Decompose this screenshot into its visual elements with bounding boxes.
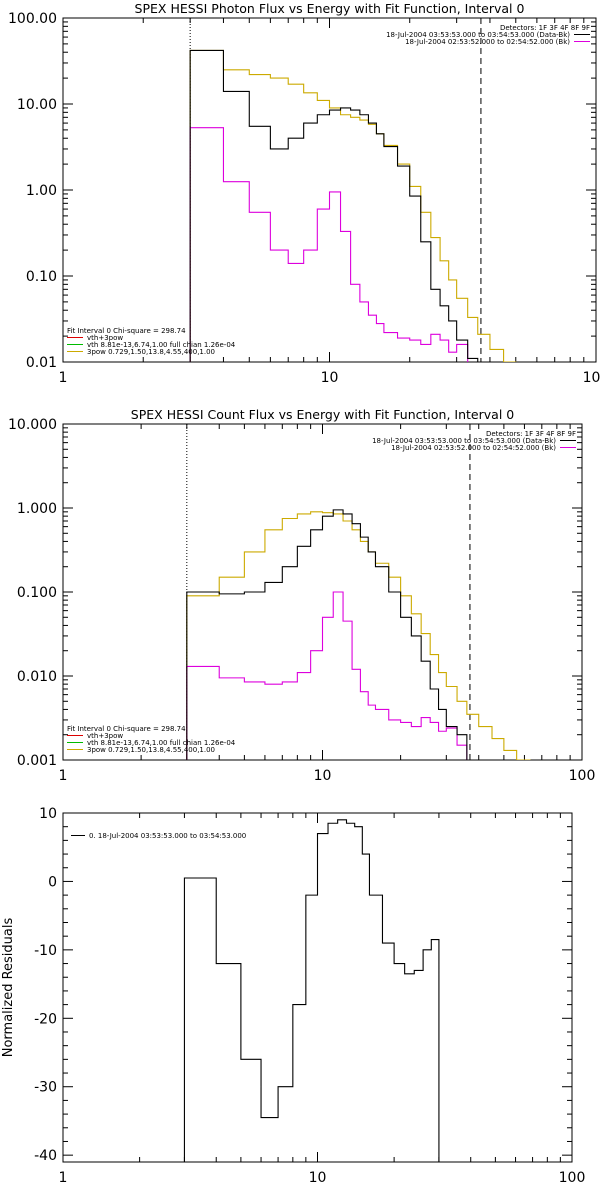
y-tick-label: 1.000 <box>17 501 57 517</box>
chart-1: SPEX HESSI Photon Flux vs Energy with Fi… <box>8 1 600 386</box>
plot-area <box>186 509 531 760</box>
y-tick-label: 0 <box>48 874 57 890</box>
x-tick-label: 1 <box>59 370 68 386</box>
y-tick-label: -20 <box>34 1011 57 1027</box>
legend-entry: 18-Jul-2004 03:53:53.000 to 03:54:53.000… <box>372 437 556 445</box>
legend-entry: vth 8.81e-13,6.74,1.00 full chian 1.26e-… <box>87 739 236 747</box>
y-tick-label: 10.000 <box>8 417 57 433</box>
legend-entry: vth+3pow <box>87 732 123 740</box>
legend-entry: 18-Jul-2004 03:53:53.000 to 03:54:53.000… <box>386 31 570 39</box>
legend-entry: Detectors: 1F 3F 4F 8F 9F <box>500 24 590 32</box>
plot-area <box>189 49 517 362</box>
y-tick-label: 10 <box>39 806 57 822</box>
x-tick-label: 10 <box>309 1170 327 1186</box>
legend-entry: vth+3pow <box>87 334 123 342</box>
y-tick-label: -10 <box>34 943 57 959</box>
y-tick-label: 0.100 <box>17 585 57 601</box>
x-tick-label: 100 <box>583 370 600 386</box>
x-tick-label: 1 <box>59 1170 68 1186</box>
x-tick-label: 100 <box>559 1170 586 1186</box>
y-tick-label: -40 <box>34 1148 57 1164</box>
chart-3: 1 10 100 -40 -30 -20 -10 0 10 Normalized Residual… <box>1 806 585 1186</box>
legend-entry: Detectors: 1F 3F 4F 8F 9F <box>486 430 576 438</box>
series-background-line <box>189 127 469 362</box>
legend-entry: Fit Interval 0 Chi-square = 298.74 <box>67 725 186 733</box>
plot-frame <box>62 17 597 363</box>
series-data-line <box>186 509 468 760</box>
y-tick-label: 10.00 <box>17 97 57 113</box>
plot-frame <box>62 423 583 761</box>
chart-2: SPEX HESSI Count Flux vs Energy with Fit… <box>8 407 595 784</box>
series-fit-line <box>189 49 517 362</box>
chart-title: SPEX HESSI Count Flux vs Energy with Fit… <box>131 407 514 422</box>
chart-title: SPEX HESSI Photon Flux vs Energy with Fi… <box>135 1 525 16</box>
y-axis-label: Normalized Residuals <box>1 918 16 1058</box>
y-tick-label: 1.00 <box>26 183 57 199</box>
x-tick-label: 100 <box>569 768 596 784</box>
plot-area <box>183 819 440 1162</box>
y-tick-label: 100.00 <box>8 11 57 27</box>
legend-entry: 3pow 0.729,1.50,13.8,4.55,400,1.00 <box>87 348 215 356</box>
series-data-line <box>189 49 479 362</box>
y-tick-label: 0.01 <box>26 355 57 371</box>
y-tick-label: 0.001 <box>17 753 57 769</box>
x-tick-label: 10 <box>314 768 332 784</box>
legend-entry: Fit Interval 0 Chi-square = 298.74 <box>67 327 186 335</box>
y-tick-label: 0.10 <box>26 269 57 285</box>
x-tick-label: 10 <box>321 370 339 386</box>
y-tick-label: -30 <box>34 1080 57 1096</box>
series-fit-line <box>186 511 531 760</box>
legend-entry: 0. 18-Jul-2004 03:53:53.000 to 03:54:53.… <box>89 832 246 840</box>
y-tick-label: 0.010 <box>17 669 57 685</box>
legend-entry: 3pow 0.729,1.50,13.8,4.55,400,1.00 <box>87 746 215 754</box>
series-data-line <box>183 819 440 1162</box>
legend-entry: 18-Jul-2004 02:53:52.000 to 02:54:52.000… <box>405 38 570 46</box>
x-tick-label: 1 <box>59 768 68 784</box>
series-background-line <box>186 591 468 760</box>
legend-entry: 18-Jul-2004 02:53:52.000 to 02:54:52.000… <box>391 444 556 452</box>
legend-entry: vth 8.81e-13,6.74,1.00 full chian 1.26e-… <box>87 341 236 349</box>
